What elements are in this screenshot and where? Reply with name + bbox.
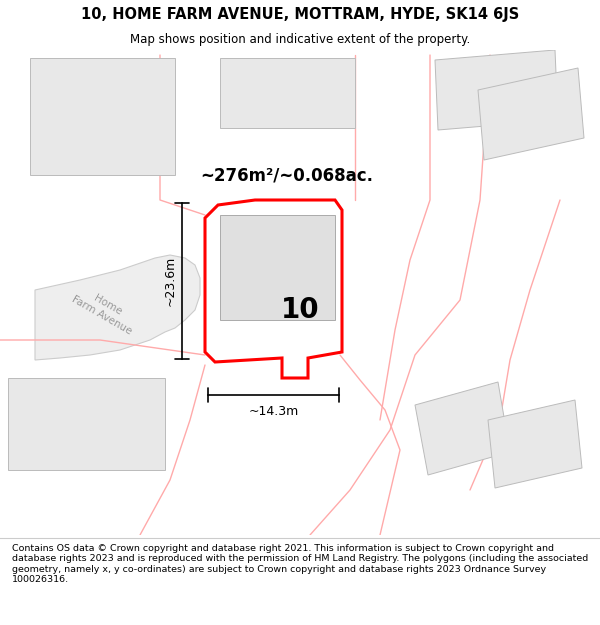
Text: ~23.6m: ~23.6m: [164, 256, 177, 306]
Text: Home
Farm Avenue: Home Farm Avenue: [70, 284, 140, 336]
Polygon shape: [220, 58, 355, 128]
Text: ~276m²/~0.068ac.: ~276m²/~0.068ac.: [200, 166, 373, 184]
Polygon shape: [35, 255, 200, 360]
Text: Map shows position and indicative extent of the property.: Map shows position and indicative extent…: [130, 32, 470, 46]
Polygon shape: [415, 382, 510, 475]
Text: 10, HOME FARM AVENUE, MOTTRAM, HYDE, SK14 6JS: 10, HOME FARM AVENUE, MOTTRAM, HYDE, SK1…: [81, 6, 519, 21]
Text: Contains OS data © Crown copyright and database right 2021. This information is : Contains OS data © Crown copyright and d…: [12, 544, 588, 584]
Polygon shape: [488, 400, 582, 488]
Polygon shape: [30, 58, 175, 175]
Polygon shape: [435, 50, 558, 130]
Text: 10: 10: [281, 296, 319, 324]
Text: ~14.3m: ~14.3m: [248, 405, 299, 418]
Polygon shape: [478, 68, 584, 160]
Polygon shape: [205, 200, 342, 378]
Polygon shape: [220, 215, 335, 320]
Polygon shape: [8, 378, 165, 470]
